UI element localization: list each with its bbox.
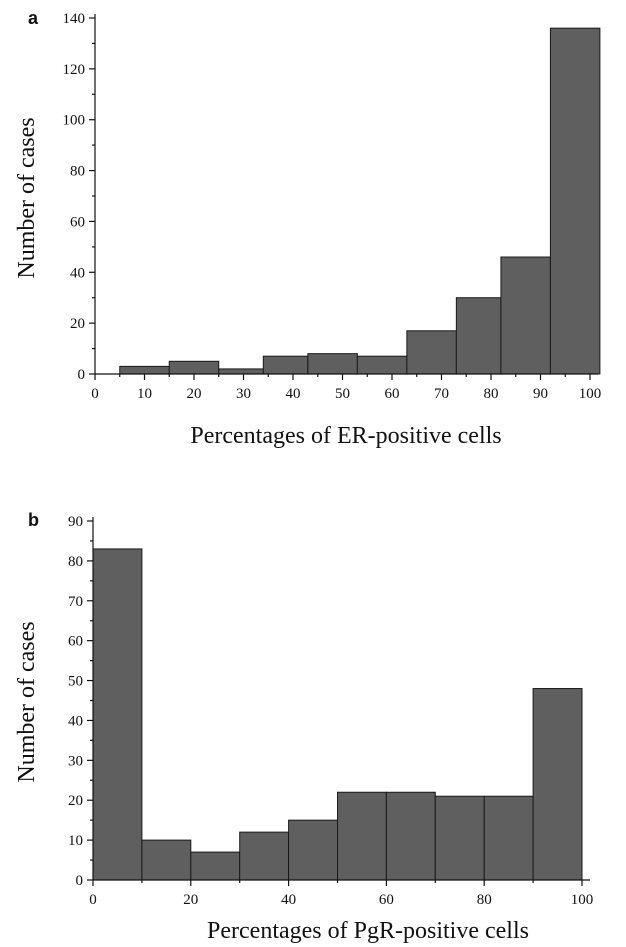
bar-b-4: [288, 819, 339, 881]
bar-a-3: [262, 355, 309, 375]
y-tick-label-a: 80: [70, 164, 85, 180]
y-axis-label-a: Number of cases: [14, 117, 40, 278]
bar-b-2: [190, 851, 241, 881]
y-tick-label-b: 70: [68, 594, 83, 610]
bar-a-4: [307, 353, 358, 375]
x-tick-label-b: 80: [477, 892, 492, 908]
x-tick-label-a: 10: [137, 386, 152, 402]
panel-label-b: b: [28, 510, 39, 530]
y-tick-label-a: 60: [70, 214, 85, 230]
chart-a: a Number of cases Percentages of ER-posi…: [14, 8, 601, 449]
x-tick-label-b: 60: [379, 892, 394, 908]
y-tick-label-b: 30: [68, 753, 83, 769]
x-tick-label-a: 70: [434, 386, 449, 402]
x-tick-label-a: 80: [484, 386, 499, 402]
y-tick-label-b: 10: [68, 833, 83, 849]
x-tick-label-a: 0: [91, 386, 99, 402]
y-tick-label-b: 50: [68, 674, 83, 690]
bar-a-6: [406, 330, 457, 375]
bar-a-9: [549, 27, 601, 375]
y-tick-label-b: 90: [68, 514, 83, 530]
x-tick-label-a: 100: [579, 386, 602, 402]
bar-b-6: [385, 791, 436, 881]
bar-a-5: [356, 355, 408, 375]
bar-a-2: [218, 368, 264, 375]
y-axis-label-b: Number of cases: [14, 621, 40, 782]
bar-b-8: [483, 795, 534, 881]
chart-b: b Number of cases Percentages of PgR-pos…: [14, 510, 593, 944]
x-axis-label-a: Percentages of ER-positive cells: [190, 423, 501, 449]
y-tick-label-a: 100: [63, 113, 86, 129]
x-tick-label-a: 90: [533, 386, 548, 402]
y-tick-label-b: 60: [68, 634, 83, 650]
bar-b-7: [434, 795, 485, 881]
y-tick-label-a: 20: [70, 316, 85, 332]
y-tick-label-a: 0: [78, 367, 86, 383]
bar-b-3: [239, 831, 290, 881]
bar-a-7: [455, 297, 502, 375]
panel-label-a: a: [28, 8, 39, 28]
x-axis-label-b: Percentages of PgR-positive cells: [207, 918, 529, 944]
y-tick-label-b: 80: [68, 554, 83, 570]
x-tick-label-a: 50: [335, 386, 350, 402]
x-tick-label-a: 30: [236, 386, 251, 402]
y-tick-label-b: 0: [76, 873, 84, 889]
bar-a-0: [119, 365, 170, 375]
bar-a-8: [500, 256, 551, 375]
bar-b-5: [337, 791, 387, 881]
x-tick-label-a: 40: [286, 386, 301, 402]
y-tick-label-a: 140: [63, 11, 86, 27]
x-tick-label-b: 100: [571, 892, 594, 908]
x-tick-label-b: 20: [183, 892, 198, 908]
bar-a-1: [168, 360, 220, 375]
bar-b-0: [92, 548, 143, 881]
x-tick-label-b: 0: [89, 892, 97, 908]
x-tick-label-a: 20: [187, 386, 202, 402]
x-tick-label-b: 40: [281, 892, 296, 908]
bar-b-9: [532, 688, 583, 881]
y-tick-label-b: 20: [68, 793, 83, 809]
x-tick-label-a: 60: [385, 386, 400, 402]
bar-b-1: [141, 839, 192, 881]
y-tick-label-a: 40: [70, 265, 85, 281]
y-tick-label-a: 120: [63, 62, 86, 78]
y-tick-label-b: 40: [68, 713, 83, 729]
